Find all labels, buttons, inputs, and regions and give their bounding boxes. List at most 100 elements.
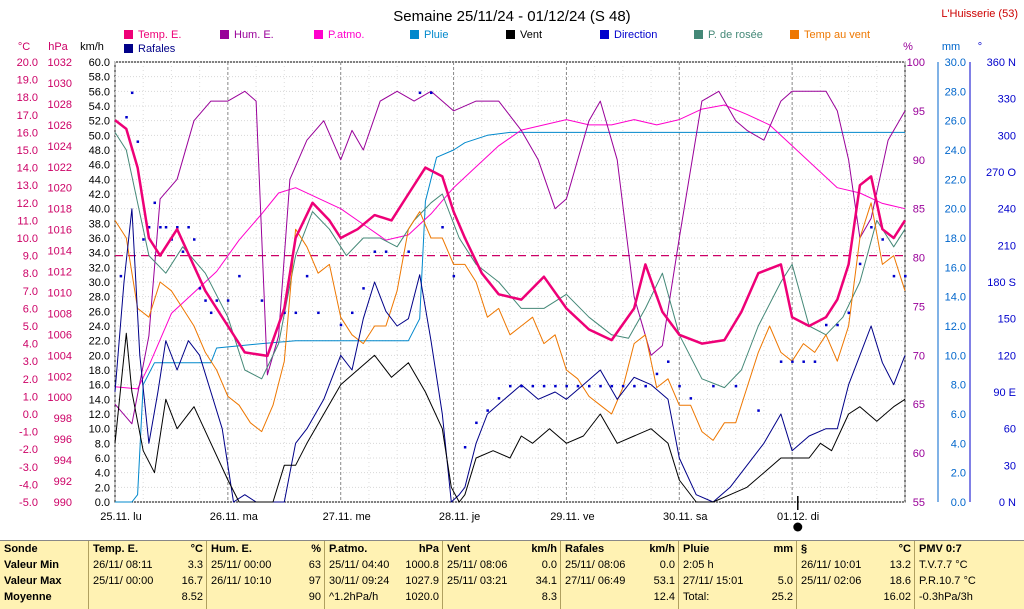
- pressure-tick-label: 996: [54, 434, 72, 446]
- stats-s-max-date: 25/11/ 02:06: [801, 575, 862, 587]
- stats-rafales-avg: 12.4: [653, 591, 675, 603]
- direction-tick-label: 0 N: [999, 497, 1016, 509]
- speed-tick-label: 54.0: [89, 101, 110, 113]
- legend-swatch: [314, 30, 323, 39]
- speed-tick-label: 40.0: [89, 204, 110, 216]
- pressure-tick-label: 1026: [48, 120, 72, 132]
- legend-label: Temp. E.: [138, 29, 181, 41]
- stats-temp-min-date: 26/11/ 08:11: [93, 559, 153, 571]
- stats-rafales-max: 53.1: [653, 575, 675, 587]
- direction-point: [153, 201, 156, 205]
- direction-point: [565, 384, 568, 388]
- stats-title: Sonde: [4, 543, 38, 555]
- temp-tick-label: 5.0: [23, 321, 38, 333]
- stats-s-avg: 16.02: [883, 591, 911, 603]
- direction-point: [260, 299, 264, 302]
- temp-tick-label: 4.0: [23, 339, 38, 351]
- direction-point: [339, 323, 343, 327]
- direction-point: [610, 384, 614, 388]
- weather-chart: Semaine 25/11/24 - 01/12/24 (S 48) L'Hui…: [16, 8, 1018, 532]
- stats-pmv-line2: P.R.10.7 °C: [919, 575, 976, 587]
- temp-tick-label: 14.0: [17, 163, 38, 175]
- pressure-tick-label: 1020: [48, 183, 72, 195]
- stats-hum-unit: %: [311, 543, 321, 555]
- speed-tick-label: 16.0: [89, 380, 110, 392]
- axis-group: -5.0 -4.0 -3.0 -2.0 -1.0 0.0 1.0 2.0 3.0 4.0 5.0 6.…: [17, 57, 1017, 509]
- humidity-tick-label: 60: [913, 448, 925, 460]
- stats-rafales-min: 0.0: [659, 559, 675, 571]
- direction-point: [588, 384, 591, 388]
- stats-patmo-max-date: 30/11/ 09:24: [329, 575, 390, 587]
- stats-pluie-title: Pluie: [683, 543, 710, 555]
- station-name: L'Huisserie (53): [941, 8, 1018, 20]
- speed-tick-label: 12.0: [89, 409, 110, 421]
- stats-hum-col: Hum. E.% 25/11/ 00:00 63 26/11/ 10:10 97 9…: [206, 541, 325, 609]
- direction-point: [621, 384, 625, 388]
- speed-tick-label: 26.0: [89, 306, 110, 318]
- speed-tick-label: 8.0: [95, 438, 110, 450]
- direction-point: [294, 311, 298, 315]
- rain-tick-label: 18.0: [945, 233, 966, 245]
- direction-tick-label: 270 O: [986, 167, 1016, 179]
- stats-panel: Sonde Valeur Min Valeur Max Moyenne Temp…: [0, 540, 1024, 609]
- pressure-tick-label: 994: [54, 455, 72, 467]
- temp-tick-label: 2.0: [23, 374, 38, 386]
- temp-tick-label: -1.0: [19, 427, 38, 439]
- pressure-tick-label: 998: [54, 413, 72, 425]
- direction-point: [373, 250, 377, 253]
- direction-tick-label: 240: [998, 204, 1016, 216]
- temp-tick-label: -2.0: [19, 444, 38, 456]
- direction-point: [791, 360, 794, 363]
- series-temp-au-vent-line: [114, 202, 906, 441]
- direction-point: [130, 91, 134, 95]
- stats-avg-label: Moyenne: [4, 591, 52, 603]
- speed-tick-label: 20.0: [89, 350, 110, 362]
- rain-tick-label: 2.0: [951, 468, 966, 480]
- series-temp-e-line: [114, 119, 907, 358]
- stats-pmv-col: PMV 0:7 T.V.7.7 °C P.R.10.7 °C -0.3hPa/3…: [914, 541, 1024, 609]
- speed-tick-label: 34.0: [89, 248, 110, 260]
- x-tick-label: 29.11. ve: [550, 511, 594, 523]
- legend-swatch: [694, 30, 703, 39]
- direction-point: [712, 384, 715, 388]
- direction-point: [734, 384, 738, 388]
- direction-point: [159, 226, 162, 229]
- stats-hum-title: Hum. E.: [211, 543, 252, 555]
- legend-label: Temp au vent: [804, 29, 870, 41]
- stats-vent-min-date: 25/11/ 08:06: [447, 559, 508, 571]
- direction-tick-label: 30: [1004, 460, 1016, 472]
- stats-rafales-title: Rafales: [565, 543, 605, 555]
- temp-tick-label: 16.0: [17, 127, 38, 139]
- temp-tick-label: -5.0: [19, 497, 38, 509]
- direction-tick-label: 120: [998, 350, 1016, 362]
- direction-point: [136, 140, 140, 143]
- pressure-tick-label: 1024: [48, 141, 72, 153]
- temp-tick-label: 10.0: [17, 233, 38, 245]
- stats-vent-unit: km/h: [531, 543, 557, 555]
- direction-tick-label: 360 N: [987, 57, 1016, 69]
- x-tick-label: 27.11. me: [323, 511, 371, 523]
- speed-tick-label: 32.0: [89, 262, 110, 274]
- temp-tick-label: 11.0: [17, 215, 38, 227]
- stats-vent-col: Vent km/h 25/11/ 08:06 0.0 25/11/ 03:21 34.…: [442, 541, 561, 609]
- stats-patmo-min-date: 25/11/ 04:40: [329, 559, 390, 571]
- direction-point: [531, 384, 535, 388]
- temp-tick-label: 1.0: [23, 391, 38, 403]
- direction-point: [351, 311, 354, 315]
- x-tick-label: 28.11. je: [439, 511, 480, 523]
- direction-point: [463, 446, 467, 449]
- series-hum-e-line: [114, 90, 906, 425]
- direction-point: [418, 91, 422, 95]
- stats-patmo-avg: 1020.0: [405, 591, 439, 603]
- pressure-tick-label: 1012: [48, 267, 72, 279]
- series-p-atmo-line: [114, 104, 906, 390]
- temp-tick-label: 12.0: [17, 198, 38, 210]
- stats-patmo-title: P.atmo.: [329, 543, 368, 555]
- plot-group: [114, 90, 907, 503]
- stats-patmo-unit: hPa: [418, 543, 439, 555]
- speed-tick-label: 0.0: [95, 497, 110, 509]
- direction-unit-label: °: [978, 41, 982, 53]
- stats-labels-col: Sonde Valeur Min Valeur Max Moyenne: [0, 541, 88, 609]
- legend-swatch: [506, 30, 515, 39]
- temp-tick-label: 8.0: [23, 268, 38, 280]
